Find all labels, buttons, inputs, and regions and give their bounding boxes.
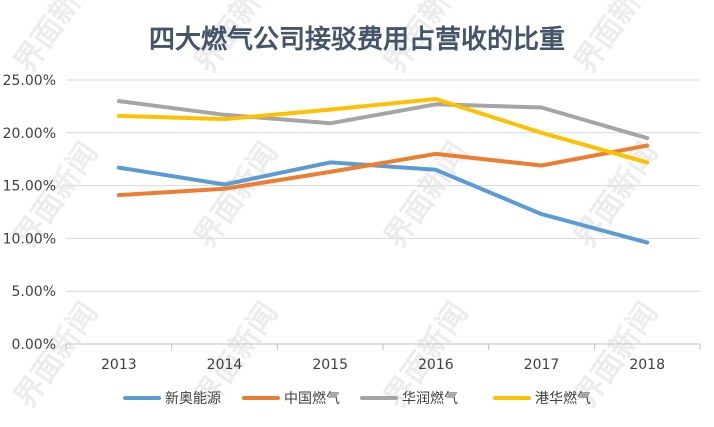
y-tick-label: 15.00% [3,179,56,195]
legend-label: 华润燃气 [402,390,458,407]
y-axis-ticks: 0.00% 5.00% 10.00% 15.00% 20.00% 25.00% [3,73,56,353]
legend: 新奥能源 中国燃气 华润燃气 港华燃气 [123,390,591,407]
x-tick-label: 2018 [629,357,665,373]
y-tick-label: 0.00% [12,337,56,353]
y-tick-label: 25.00% [3,73,56,89]
watermark-text: 界面新闻 [568,0,665,80]
legend-label: 新奥能源 [165,390,221,407]
x-tick-label: 2016 [418,357,454,373]
series-line-1 [116,160,650,245]
watermark-text: 界面新闻 [188,136,285,254]
chart-title: 四大燃气公司接驳费用占营收的比重 [149,24,565,55]
x-axis-ticks: 2013 2014 2015 2016 2017 2018 [65,344,701,373]
watermark-text: 界面新闻 [8,296,105,414]
x-tick-label: 2015 [312,357,348,373]
legend-label: 中国燃气 [284,390,340,407]
x-tick-label: 2013 [101,357,137,373]
y-tick-label: 5.00% [12,284,56,300]
x-tick-label: 2017 [524,357,560,373]
series-lines [116,97,650,245]
series-line-2 [116,143,650,198]
y-tick-label: 20.00% [3,126,56,142]
watermark-text: 界面新闻 [8,0,105,80]
series-line-4 [116,97,650,165]
legend-label: 港华燃气 [535,390,591,407]
x-tick-label: 2014 [207,357,243,373]
y-tick-label: 10.00% [3,231,56,247]
series-line-3 [116,99,650,141]
